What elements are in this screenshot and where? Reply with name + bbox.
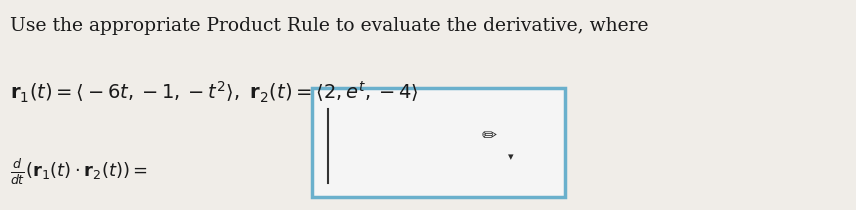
Text: ✏: ✏	[482, 128, 496, 146]
Text: Use the appropriate Product Rule to evaluate the derivative, where: Use the appropriate Product Rule to eval…	[10, 17, 649, 35]
FancyBboxPatch shape	[312, 88, 565, 197]
Text: $\frac{d}{dt}(\mathbf{r}_1(t) \cdot \mathbf{r}_2(t)) =$: $\frac{d}{dt}(\mathbf{r}_1(t) \cdot \mat…	[10, 158, 148, 187]
Text: ▾: ▾	[508, 153, 514, 163]
Text: $\mathbf{r}_1(t) = \langle -6t, -1, -t^2\rangle,\ \mathbf{r}_2(t) = \langle 2, e: $\mathbf{r}_1(t) = \langle -6t, -1, -t^2…	[10, 80, 419, 105]
